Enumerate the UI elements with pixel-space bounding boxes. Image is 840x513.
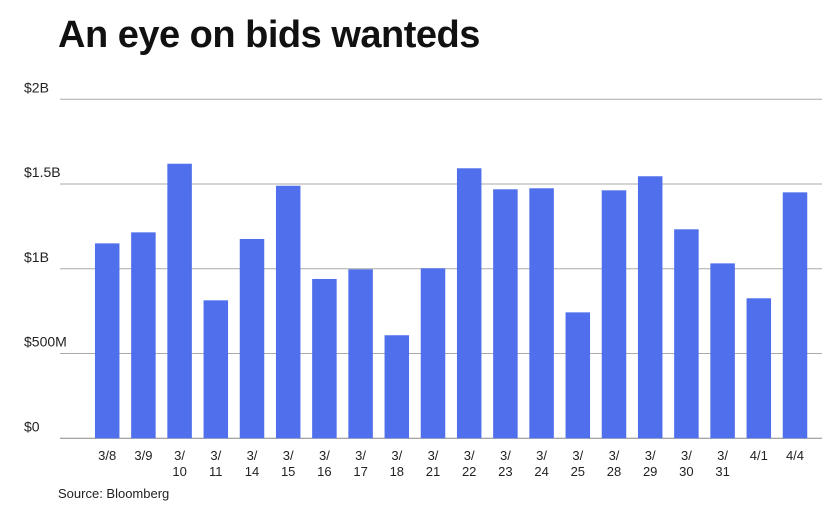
- bar-3/14: [239, 238, 265, 439]
- x-tick-label: 3/30: [679, 448, 693, 479]
- x-tick-label: 3/28: [607, 448, 621, 479]
- x-tick-label: 3/31: [715, 448, 729, 479]
- bar-3/28: [601, 190, 627, 439]
- bar-3/9: [131, 232, 156, 439]
- x-tick-label: 4/1: [750, 448, 768, 463]
- bar-3/18: [384, 335, 410, 439]
- bar-3/10: [167, 163, 192, 439]
- chart-title: An eye on bids wanteds: [58, 14, 480, 56]
- x-tick-label: 3/23: [498, 448, 512, 479]
- bar-3/25: [565, 312, 591, 439]
- bar-3/30: [674, 229, 699, 439]
- x-tick-label: 3/14: [245, 448, 259, 479]
- bar-3/11: [203, 300, 229, 439]
- bar-3/24: [529, 188, 554, 439]
- bar-3/22: [456, 168, 482, 439]
- x-tick-label: 3/18: [390, 448, 404, 479]
- x-tick-label: 3/15: [281, 448, 295, 479]
- bar-3/23: [493, 189, 518, 439]
- y-tick-label: $1B: [24, 249, 49, 265]
- bar-3/31: [710, 263, 735, 439]
- bar-3/29: [637, 176, 663, 439]
- y-tick-label: $2B: [24, 79, 49, 95]
- bar-4/1: [746, 298, 772, 439]
- bar-4/4: [782, 192, 808, 439]
- x-tick-label: 3/25: [571, 448, 585, 479]
- y-tick-label: $500M: [24, 334, 67, 350]
- x-tick-label: 3/10: [172, 448, 186, 479]
- x-tick-label: 3/21: [426, 448, 440, 479]
- bar-3/8: [94, 243, 120, 439]
- y-tick-label: $0: [24, 418, 40, 434]
- bar-3/17: [348, 269, 373, 439]
- x-tick-label: 3/8: [98, 448, 116, 463]
- x-tick-label: 4/4: [786, 448, 804, 463]
- x-tick-label: 3/22: [462, 448, 476, 479]
- x-tick-label: 3/16: [317, 448, 331, 479]
- bar-3/16: [312, 278, 337, 439]
- x-tick-label: 3/17: [353, 448, 367, 479]
- x-tick-label: 3/9: [134, 448, 152, 463]
- x-tick-label: 3/29: [643, 448, 657, 479]
- bar-3/15: [275, 185, 301, 439]
- source-note: Source: Bloomberg: [58, 486, 170, 501]
- x-tick-label: 3/11: [209, 448, 223, 479]
- y-tick-label: $1.5B: [24, 164, 61, 180]
- bar-3/21: [420, 268, 446, 439]
- x-tick-label: 3/24: [534, 448, 548, 479]
